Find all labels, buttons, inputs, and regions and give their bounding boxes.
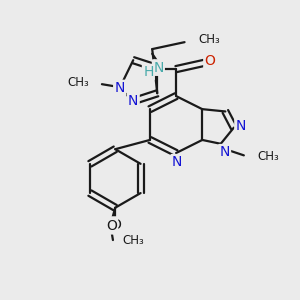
Text: N: N: [114, 81, 125, 95]
Text: N: N: [236, 119, 246, 133]
Text: N: N: [128, 94, 138, 108]
Text: H: H: [143, 65, 154, 79]
Text: O: O: [106, 219, 117, 233]
Text: CH₃: CH₃: [198, 33, 220, 46]
Text: N: N: [153, 61, 164, 75]
Text: CH₃: CH₃: [258, 150, 280, 164]
Text: O: O: [110, 218, 121, 232]
Text: O: O: [205, 54, 215, 68]
Text: CH₃: CH₃: [122, 233, 144, 247]
Text: CH₃: CH₃: [67, 76, 89, 89]
Text: N: N: [219, 145, 230, 159]
Text: N: N: [172, 155, 182, 169]
